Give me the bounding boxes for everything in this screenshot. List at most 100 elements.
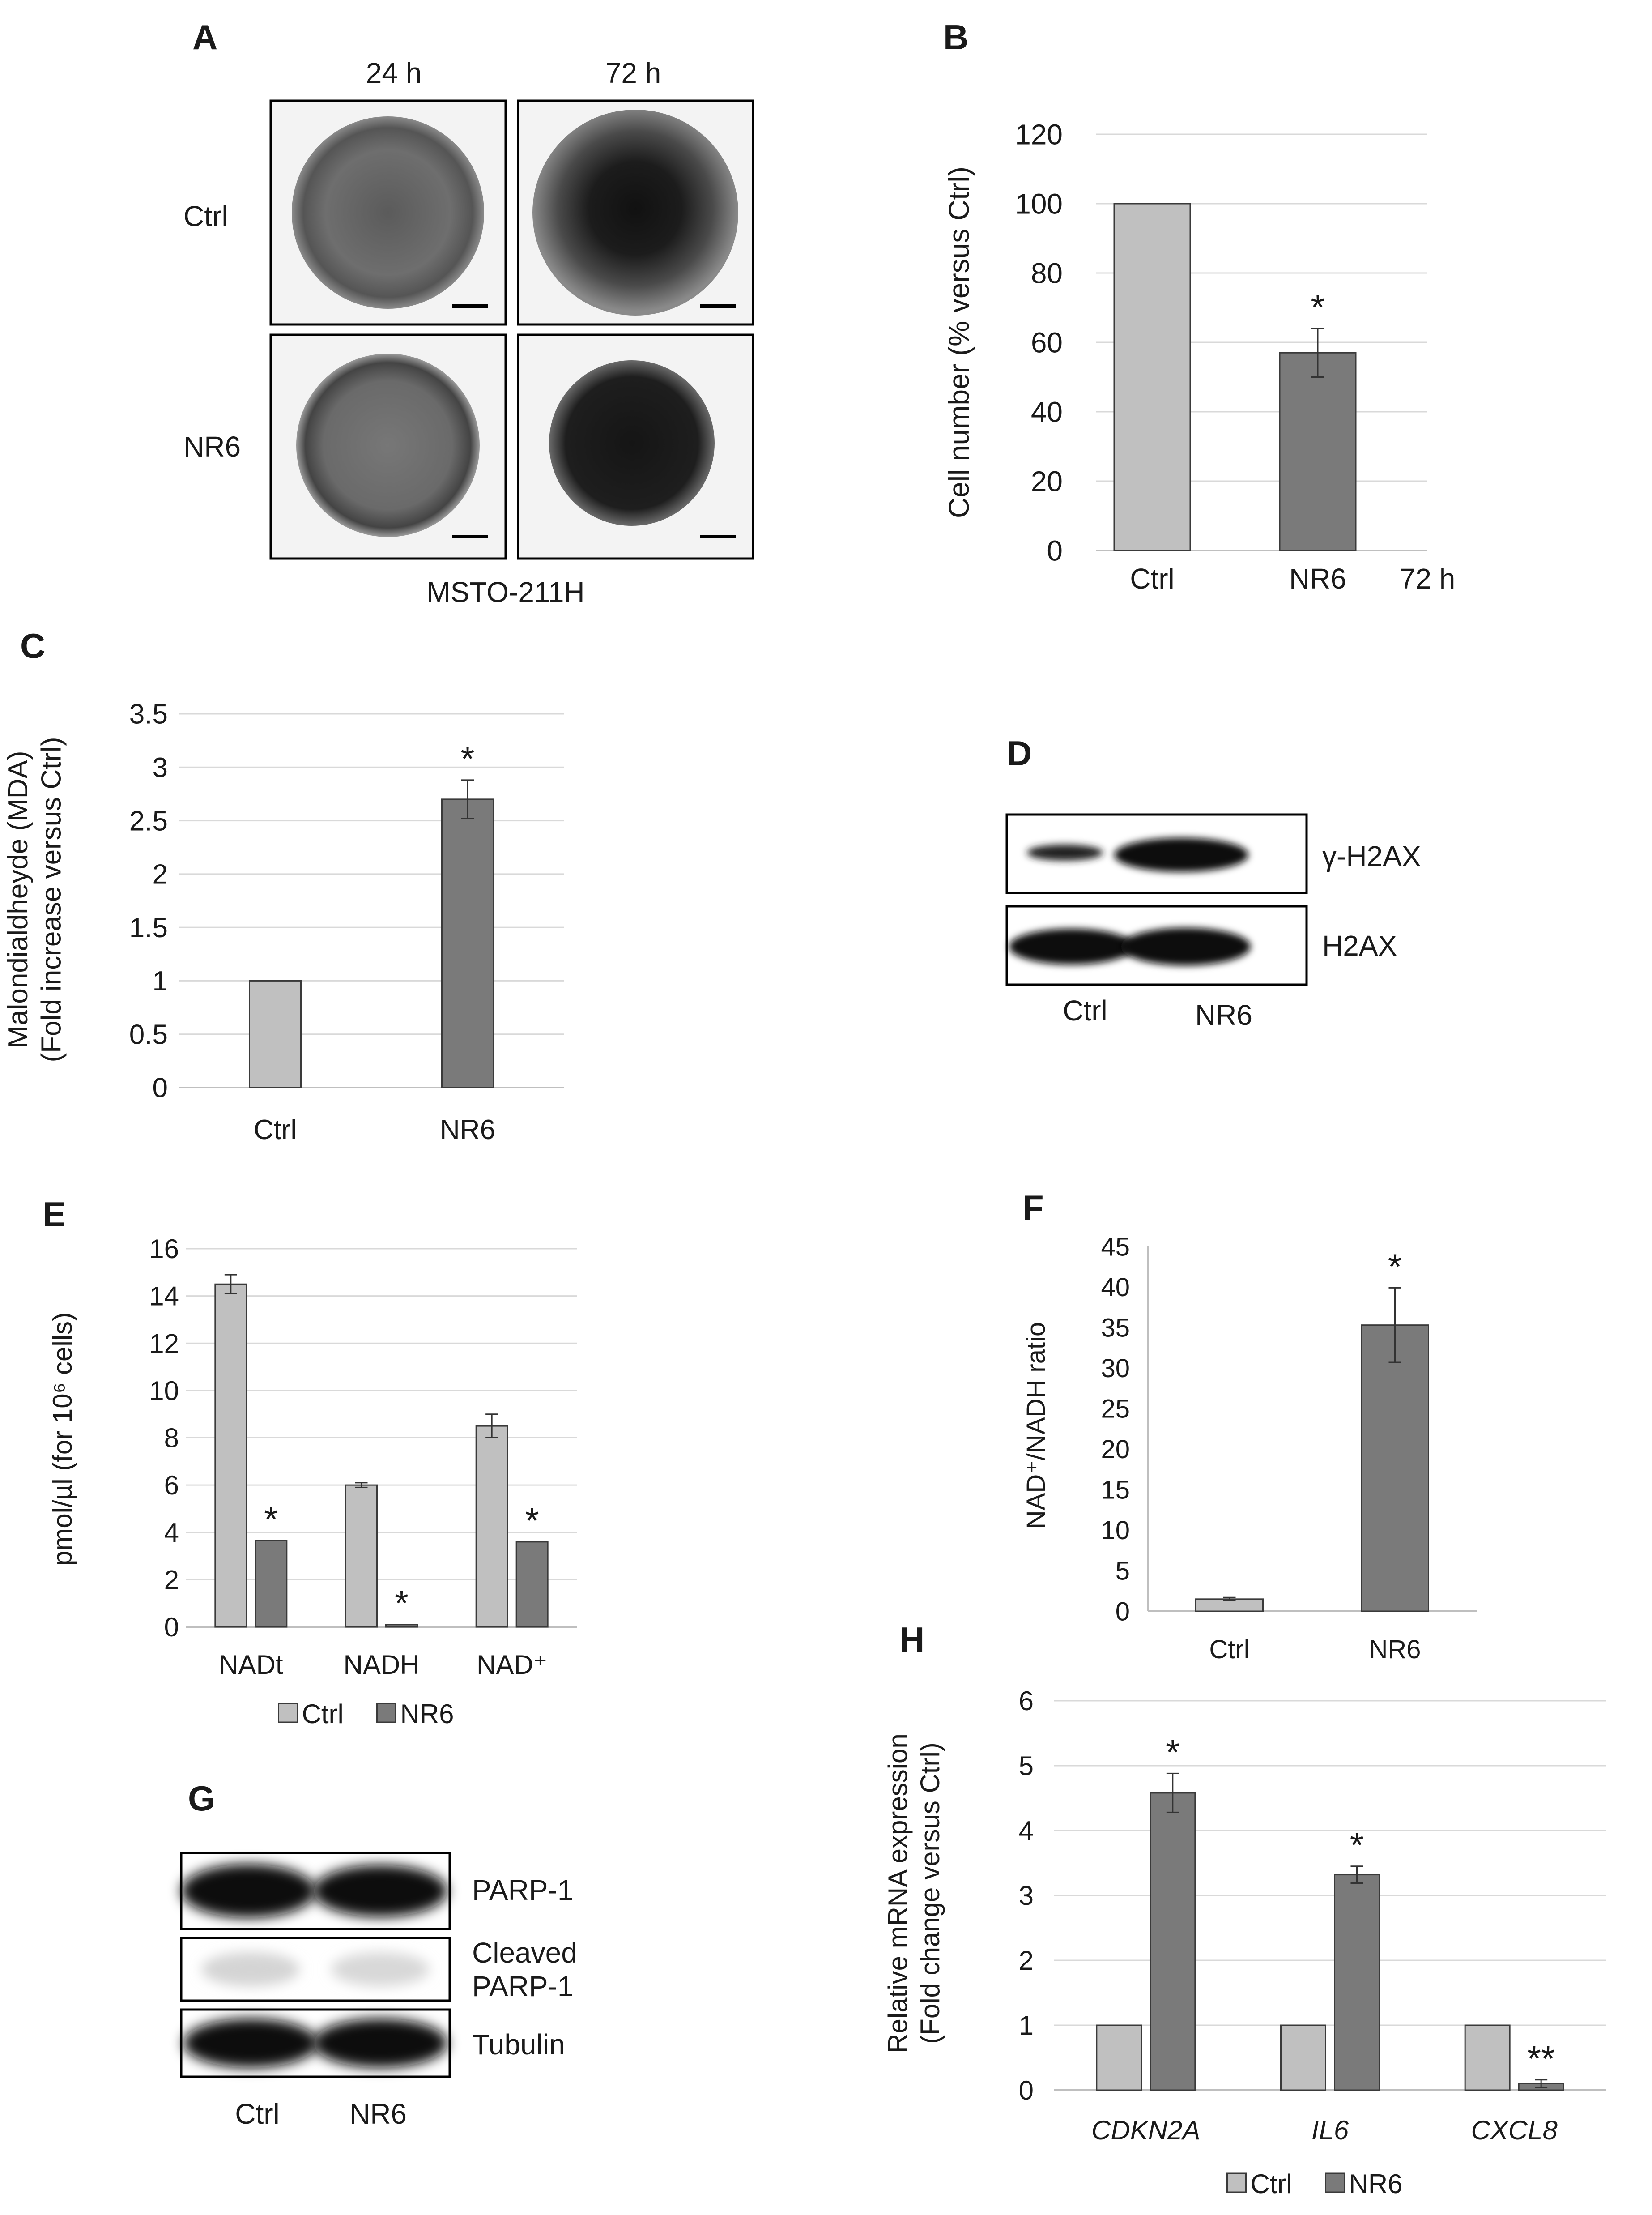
y-tick-label: 60: [1031, 326, 1063, 358]
y-tick-label: 0: [1019, 2075, 1034, 2105]
y-tick-label: 45: [1101, 1232, 1130, 1261]
scale-bar: [700, 535, 736, 538]
x-tick-label: NADH: [343, 1650, 419, 1680]
significance-marker: *: [1166, 1732, 1179, 1772]
band-nr6-cleaved-parp1: [331, 1952, 430, 1986]
y-tick-label: 0: [153, 1073, 168, 1104]
bar: [249, 980, 302, 1088]
y-axis-label: pmol/µl (for 10⁶ cells): [47, 1312, 77, 1566]
y-axis-label-line: Relative mRNA expression: [883, 1733, 913, 2053]
bar: [1280, 2024, 1326, 2091]
panel-b: B 0 20 40 60 80 100 120 Cell number (% versus C…: [943, 17, 1455, 595]
y-axis-label-line: (Fold increase versus Ctrl): [36, 737, 67, 1063]
band-label-cleaved: Cleaved: [472, 1937, 577, 1969]
y-tick-label: 1: [153, 966, 168, 997]
y-tick-label: 4: [1019, 1816, 1034, 1846]
x-tick-label: Ctrl: [1130, 563, 1175, 595]
bar: [1334, 1874, 1380, 2091]
panel-c: C 0 0.5 1 1.5 2 2.5 3 3.5 Malondialdheyde (MDA)(…: [3, 626, 564, 1145]
panel-h: H 0 1 2 3 4 5 6 Relative mRNA expression(Fold c…: [883, 1620, 1606, 2199]
significance-marker: *: [1388, 1246, 1402, 1286]
bar: [1279, 352, 1357, 551]
band-ctrl-tubulin: [183, 2019, 318, 2068]
y-axis-label: Cell number (% versus Ctrl): [943, 166, 975, 518]
band-label-cleaved-parp1: PARP-1: [472, 1970, 573, 2002]
significance-marker: *: [525, 1501, 539, 1541]
legend-label: NR6: [1349, 2169, 1403, 2199]
legend: Ctrl NR6: [1226, 2169, 1403, 2199]
bar: [214, 1283, 247, 1628]
band-ctrl-h2ax: [1009, 929, 1134, 965]
panel-e: E 0 2 4 6 8 10 12 14 16 pmol/µl (for 10⁶ cells) * N…: [43, 1195, 577, 1729]
y-tick-label: 40: [1031, 396, 1063, 428]
panel-letter-b: B: [943, 17, 968, 57]
y-tick-label: 35: [1101, 1313, 1130, 1342]
y-tick-label: 6: [1019, 1686, 1034, 1716]
legend-label: NR6: [400, 1699, 454, 1729]
y-tick-label: 80: [1031, 257, 1063, 289]
row-label-nr6: NR6: [183, 431, 241, 463]
chart-h: 0 1 2 3 4 5 6 Relative mRNA expression(Fold cha…: [883, 1686, 1606, 2199]
x-tick-label: NADt: [219, 1650, 283, 1680]
y-tick-label: 30: [1101, 1354, 1130, 1383]
row-label-ctrl: Ctrl: [183, 200, 228, 232]
bar: [475, 1425, 508, 1628]
spheroid-ctrl-72h: [532, 110, 738, 316]
bar: [1150, 1792, 1196, 2091]
y-tick-label: 2.5: [129, 806, 168, 836]
significance-marker: *: [460, 739, 474, 779]
panel-letter-h: H: [899, 1620, 924, 1659]
significance-marker: *: [395, 1583, 409, 1623]
bar: [385, 1624, 418, 1628]
y-axis-label: Relative mRNA expression(Fold change ver…: [883, 1733, 945, 2053]
band-nr6-h2ax: [1121, 928, 1251, 965]
legend-swatch: [376, 1703, 396, 1723]
y-tick-label: 10: [149, 1376, 179, 1406]
x-tick-label: NAD⁺: [477, 1650, 547, 1680]
y-tick-label: 14: [149, 1281, 179, 1311]
band-ctrl-parp1: [181, 1864, 315, 1918]
panel-d: D γ-H2AX H2AX Ctrl NR6: [1005, 734, 1421, 1031]
spheroid-nr6-72h: [549, 360, 715, 526]
lane-label-ctrl: Ctrl: [1063, 994, 1107, 1027]
y-axis-label-line: (Fold change versus Ctrl): [915, 1742, 945, 2044]
y-tick-label: 3.5: [129, 699, 168, 730]
significance-marker: *: [1350, 1825, 1364, 1865]
band-label-gh2ax: γ-H2AX: [1322, 840, 1421, 872]
band-label-parp1: PARP-1: [472, 1874, 573, 1906]
column-label-72h: 72 h: [605, 57, 661, 89]
x-tick-label: Ctrl: [1209, 1635, 1249, 1664]
legend-label: Ctrl: [302, 1699, 344, 1729]
band-ctrl-gh2ax: [1027, 845, 1103, 861]
x-tick-label: Ctrl: [254, 1114, 297, 1145]
bar: [1361, 1324, 1429, 1612]
panel-letter-c: C: [20, 626, 45, 666]
column-label-24h: 24 h: [366, 57, 422, 89]
y-tick-label: 25: [1101, 1395, 1130, 1424]
bar: [1113, 203, 1191, 551]
y-tick-label: 20: [1031, 465, 1063, 497]
x-tick-label: NR6: [440, 1114, 495, 1145]
x-tick-label: IL6: [1311, 2115, 1349, 2145]
significance-marker: *: [1311, 287, 1324, 327]
significance-marker: *: [264, 1499, 278, 1539]
y-tick-label: 8: [164, 1423, 179, 1453]
y-tick-label: 1: [1019, 2010, 1034, 2040]
y-axis-label: NAD⁺/NADH ratio: [1022, 1322, 1051, 1529]
lane-label-nr6: NR6: [1195, 999, 1252, 1031]
y-tick-label: 12: [149, 1328, 179, 1358]
panel-letter-d: D: [1007, 734, 1032, 773]
y-tick-label: 6: [164, 1470, 179, 1500]
significance-marker: **: [1527, 2039, 1555, 2078]
lane-label-ctrl: Ctrl: [235, 2098, 280, 2130]
y-tick-label: 2: [164, 1565, 179, 1595]
bar: [255, 1540, 288, 1628]
band-ctrl-cleaved-parp1: [201, 1952, 300, 1986]
bar: [1096, 2024, 1142, 2091]
band-nr6-tubulin: [313, 2019, 447, 2068]
y-tick-label: 40: [1101, 1273, 1130, 1302]
y-axis-label-line: Malondialdheyde (MDA): [3, 751, 34, 1048]
chart-c: 0 0.5 1 1.5 2 2.5 3 3.5 Malondialdheyde (MDA)(Fo…: [3, 699, 564, 1145]
y-tick-label: 5: [1019, 1751, 1034, 1781]
bar: [345, 1484, 378, 1628]
